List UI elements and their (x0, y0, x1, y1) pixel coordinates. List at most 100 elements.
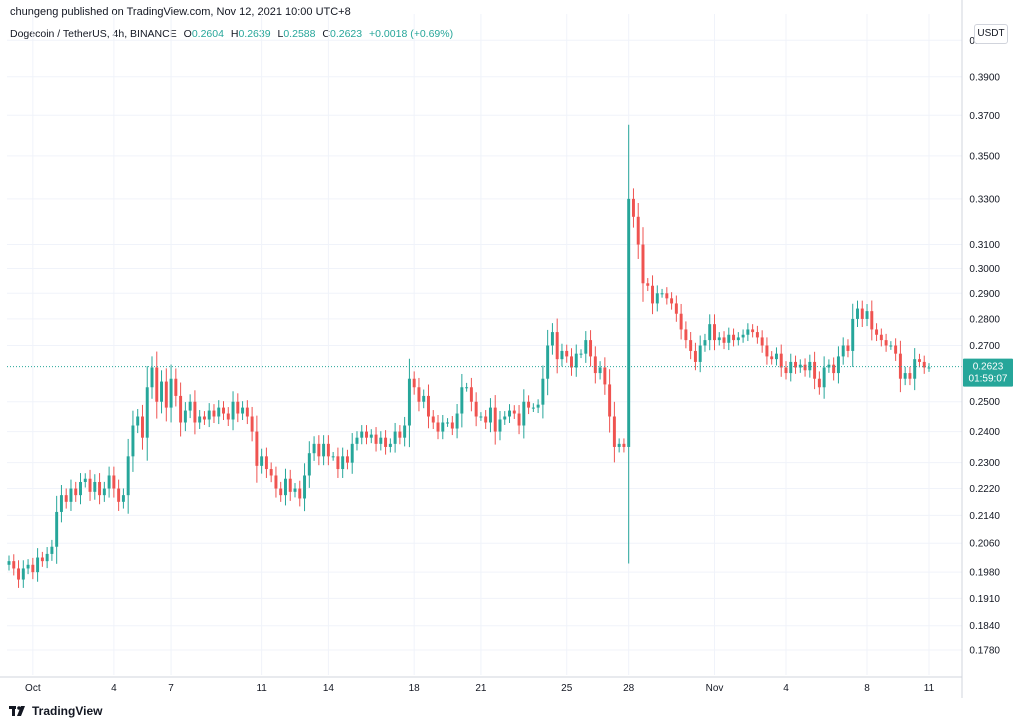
candle (355, 431, 359, 451)
candle (431, 410, 435, 430)
candle-body (689, 340, 693, 351)
candle-body (112, 475, 116, 489)
candle-body (698, 345, 702, 362)
candle (751, 324, 755, 338)
candle-body (226, 413, 230, 420)
candle (803, 358, 807, 377)
candle-body (317, 443, 321, 457)
candle (527, 395, 531, 415)
currency-unit-button[interactable]: USDT (974, 24, 1008, 44)
candle (498, 410, 502, 441)
candle (908, 366, 912, 386)
candle (50, 539, 54, 561)
candle (927, 363, 931, 372)
candle-body (498, 419, 502, 432)
candle-body (293, 488, 297, 492)
candle (794, 355, 798, 374)
candle-body (746, 329, 750, 335)
candle (555, 318, 559, 374)
candle-body (484, 416, 488, 423)
candle (546, 329, 550, 396)
low-value: 0.2588 (283, 28, 316, 40)
candle (765, 337, 769, 365)
candle (350, 433, 354, 474)
candle-body (341, 456, 345, 470)
candle-body (145, 387, 149, 438)
candle (26, 559, 30, 575)
candle-body (884, 340, 888, 346)
candle-body (903, 373, 907, 379)
bar-countdown-label: 01:59:07 (969, 374, 1008, 385)
candle (846, 339, 850, 358)
candle-body (856, 308, 859, 319)
candle (198, 410, 202, 430)
candle-body (488, 407, 492, 423)
candle-body (593, 356, 597, 374)
time-tick-label: 25 (561, 683, 573, 694)
candle (374, 427, 378, 452)
candle (589, 330, 593, 367)
high-label: H (230, 28, 239, 40)
candle (813, 351, 817, 390)
candle (283, 468, 287, 506)
price-tick-label: 0.2220 (969, 484, 1000, 495)
high-value: 0.2639 (238, 28, 271, 40)
candle (450, 416, 454, 436)
candle (822, 356, 826, 399)
candle (422, 389, 426, 409)
candle (479, 412, 483, 421)
candle-body (570, 356, 573, 368)
candle (174, 368, 178, 407)
candle-body (202, 416, 206, 420)
candle (369, 429, 373, 444)
candle (889, 341, 893, 350)
candle (365, 425, 368, 445)
symbol-title[interactable]: Dogecoin / TetherUS, 4h, BINANCE (10, 28, 177, 40)
candle-body (579, 353, 583, 355)
candle (412, 371, 416, 395)
candle-body (512, 410, 516, 414)
candle-body (517, 413, 521, 426)
candle (136, 409, 140, 434)
candle-body (50, 546, 54, 554)
time-tick-label: 18 (409, 683, 421, 694)
candle-body (836, 356, 840, 374)
candle-body (636, 216, 640, 245)
candle (69, 479, 73, 511)
candle-body (875, 329, 879, 335)
candle (512, 405, 516, 419)
candle (755, 325, 759, 344)
candle (627, 124, 631, 564)
candle-body (446, 422, 450, 424)
candle (684, 321, 688, 349)
candle (517, 405, 521, 435)
candle-body (732, 334, 736, 341)
candle (441, 414, 445, 440)
candle (622, 438, 626, 453)
candle-body (922, 361, 926, 368)
candle-body (74, 488, 78, 496)
candle (245, 400, 249, 425)
candle-body (45, 553, 49, 562)
candle-body (531, 407, 535, 409)
tradingview-logo[interactable]: TradingView (9, 704, 102, 718)
candle-body (198, 416, 202, 423)
candle (222, 401, 225, 421)
candle-body (603, 367, 607, 385)
candle-body (350, 443, 354, 463)
candle (670, 292, 674, 310)
candle-body (913, 359, 917, 379)
candle (598, 361, 602, 380)
candle-body (736, 337, 740, 341)
candle (193, 390, 197, 435)
candle (651, 275, 655, 315)
candle-body (770, 356, 774, 360)
price-tick-label: 0.2900 (969, 289, 1000, 300)
candle (465, 382, 469, 392)
candle-body (898, 353, 902, 379)
candle-body (121, 495, 125, 502)
candle (484, 410, 488, 430)
candle (827, 359, 831, 373)
candle-body (126, 456, 130, 496)
